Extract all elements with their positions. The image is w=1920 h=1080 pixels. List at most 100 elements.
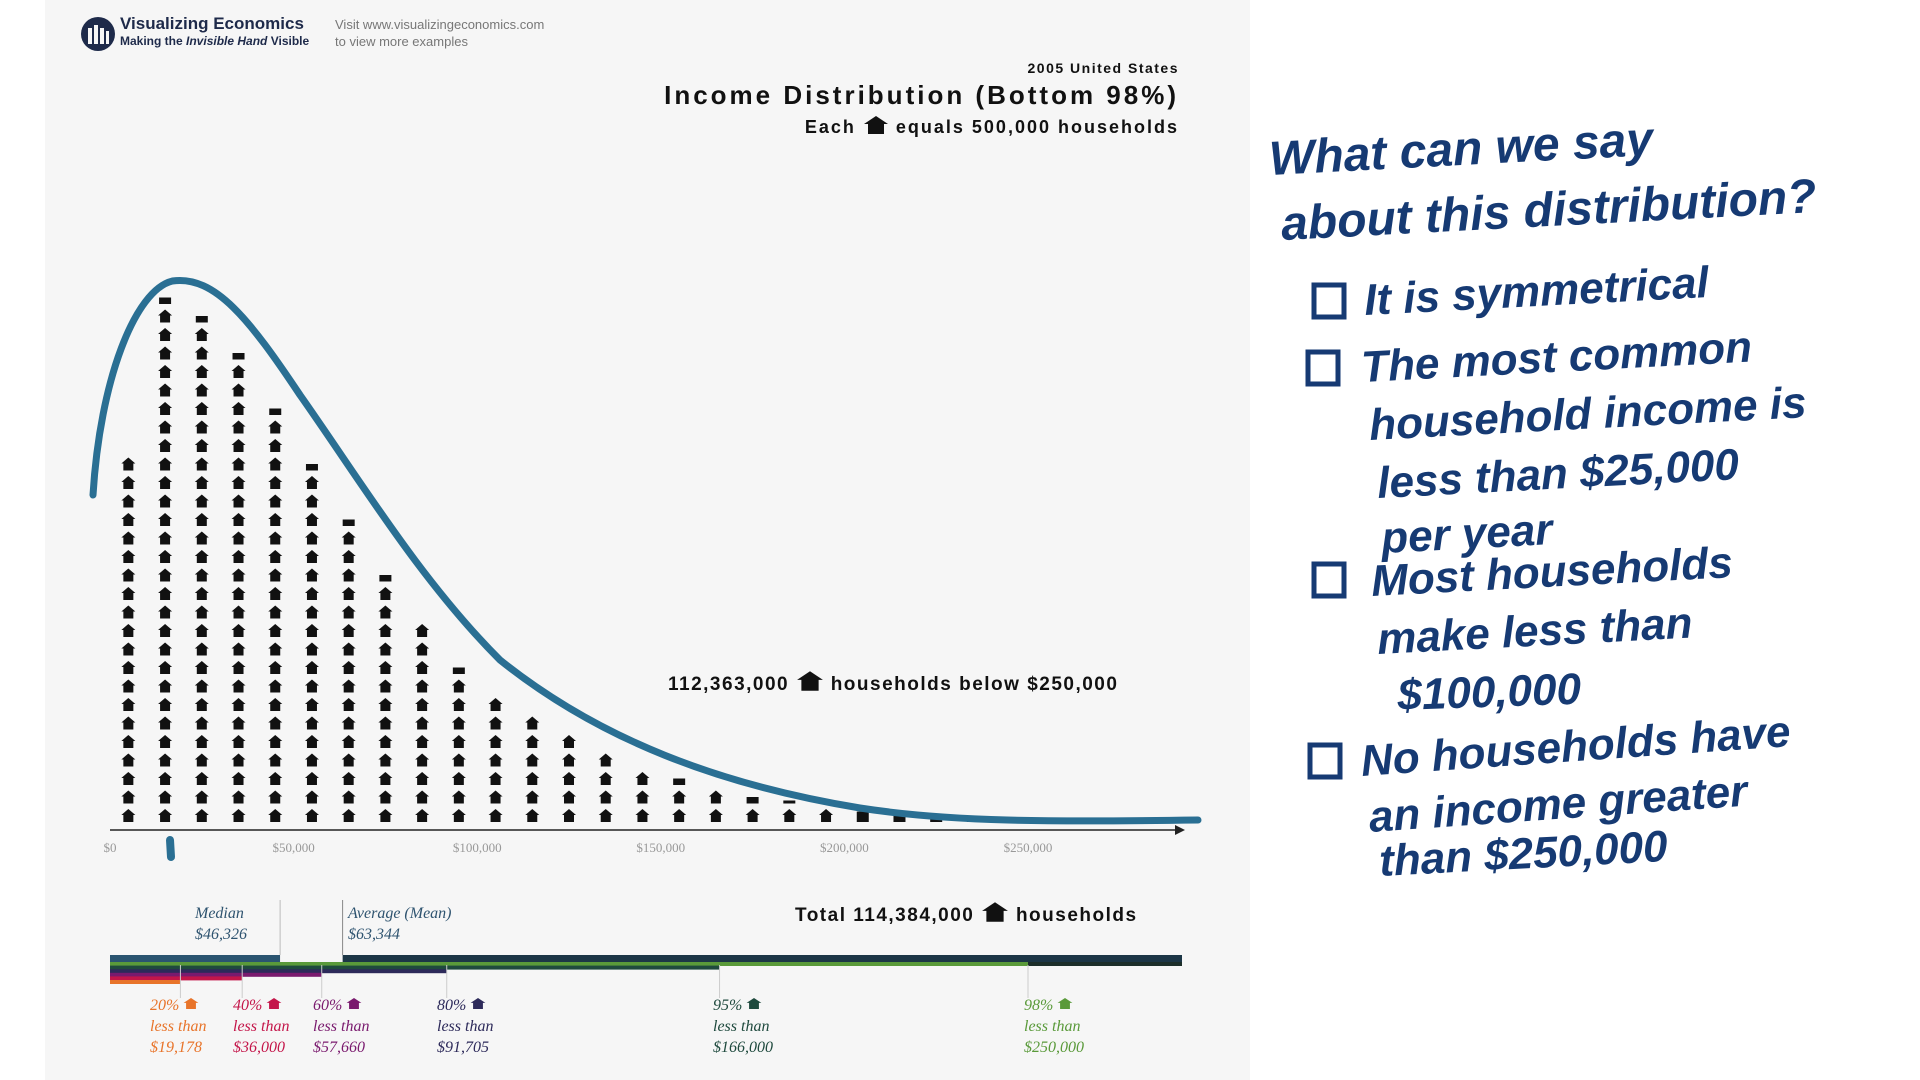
house-mark: [378, 624, 393, 637]
percentile-text: less than: [713, 1018, 770, 1035]
bar-8: [378, 575, 393, 822]
house-mark: [415, 661, 430, 674]
percentile-label-95: 95% less than $166,000: [713, 995, 773, 1058]
option-2-line-1: The most common: [1360, 323, 1753, 392]
house-mark: [268, 605, 283, 619]
house-mark: [488, 772, 503, 785]
option-3-line-2: make less than: [1376, 599, 1694, 664]
house-mark: [378, 809, 393, 822]
house-mark: [341, 624, 356, 637]
bar-5: [268, 408, 283, 822]
house-mark: [378, 661, 393, 674]
bar-11: [488, 698, 503, 822]
visit-link-text: Visit www.visualizingeconomics.com: [335, 17, 545, 32]
house-mark: [451, 772, 466, 785]
house-mark: [451, 809, 466, 822]
percentile-amount: $91,705: [437, 1039, 489, 1056]
option-2-line-3: less than $25,000: [1376, 440, 1741, 508]
bar-19: [782, 800, 797, 822]
house-mark: [268, 568, 283, 582]
house-mark: [231, 661, 246, 674]
house-mark: [635, 772, 650, 785]
x-tick-label: $250,000: [1004, 840, 1053, 855]
option-3-checkbox[interactable]: [1311, 561, 1347, 599]
house-mark: [488, 735, 503, 748]
house-mark: [121, 642, 136, 656]
house-mark: [341, 809, 356, 822]
house-mark: [268, 457, 283, 471]
x-tick-label: $0: [104, 840, 117, 855]
house-mark: [194, 735, 209, 748]
house-mark: [451, 735, 466, 748]
house-icon: [982, 902, 1009, 922]
house-mark: [415, 753, 430, 767]
house-mark: [304, 753, 319, 767]
house-mark: [194, 513, 209, 526]
house-mark: [121, 809, 136, 822]
house-mark: [231, 679, 246, 693]
house-mark: [194, 494, 209, 508]
bar-7: [341, 519, 356, 822]
house-mark: [341, 735, 356, 748]
house-mark: [819, 809, 834, 822]
house-mark: [231, 476, 246, 489]
house-mark: [304, 587, 319, 600]
house-mark: [451, 716, 466, 730]
house-mark: [268, 550, 283, 563]
house-mark: [121, 753, 136, 767]
brand-name: Visualizing Economics: [120, 14, 304, 33]
house-mark: [598, 753, 613, 767]
mean-bar: [342, 955, 1182, 962]
house-mark: [268, 494, 283, 508]
chart-year: 2005 United States: [1027, 60, 1179, 76]
households-below-label: 112,363,000 households below $250,000: [668, 670, 1118, 696]
house-mark: [194, 716, 209, 730]
percentile-amount: $19,178: [150, 1039, 202, 1056]
percentile-value: 98%: [1024, 995, 1084, 1016]
house-icon: [266, 997, 282, 1010]
house-mark: [304, 568, 319, 582]
house-mark: [304, 624, 319, 637]
house-mark: [194, 753, 209, 767]
house-mark: [341, 790, 356, 804]
brand-tagline: Making the Invisible Hand Visible: [120, 34, 310, 48]
question-line-1: What can we say: [1270, 120, 1656, 186]
house-icon: [183, 997, 199, 1010]
house-mark: [708, 790, 723, 804]
curve-mark: [166, 836, 175, 861]
house-mark: [525, 772, 540, 785]
median-value: $46,326: [195, 926, 247, 943]
option-2-checkbox[interactable]: [1305, 349, 1341, 387]
house-mark: [341, 642, 356, 656]
house-mark: [341, 753, 356, 767]
house-icon: [1057, 997, 1073, 1010]
percentile-bar-40: [110, 976, 243, 981]
house-mark: [231, 439, 246, 452]
house-mark: [341, 679, 356, 693]
house-mark: [158, 735, 173, 748]
option-3-line-3: $100,000: [1396, 665, 1583, 720]
bar-17: [708, 790, 723, 822]
percentile-bar-98: [110, 962, 1028, 966]
house-mark: [562, 772, 576, 785]
bar-14: [598, 753, 613, 822]
house-mark: [158, 587, 173, 600]
house-mark: [488, 698, 503, 711]
house-mark: [268, 587, 283, 600]
house-mark: [158, 716, 173, 730]
percentile-value: 20%: [150, 995, 206, 1016]
house-mark: [672, 809, 687, 822]
house-mark: [121, 550, 136, 563]
house-mark: [231, 494, 246, 508]
option-1-checkbox[interactable]: [1311, 282, 1347, 320]
house-mark: [268, 642, 283, 656]
house-mark: [268, 753, 283, 767]
house-mark: [341, 568, 356, 582]
house-mark: [158, 328, 173, 341]
house-mark: [378, 642, 393, 656]
house-mark: [415, 790, 430, 804]
x-tick-label: $50,000: [272, 840, 314, 855]
visit-subtext: to view more examples: [335, 34, 468, 49]
option-4-checkbox[interactable]: [1307, 742, 1343, 780]
house-mark: [121, 587, 136, 600]
